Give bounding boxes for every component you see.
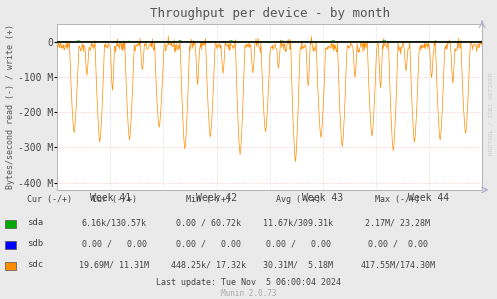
- Y-axis label: Bytes/second read (-) / write (+): Bytes/second read (-) / write (+): [6, 25, 15, 189]
- Text: 11.67k/309.31k: 11.67k/309.31k: [263, 218, 333, 227]
- Text: Cur (-/+): Cur (-/+): [27, 195, 73, 204]
- Text: sdb: sdb: [27, 239, 43, 248]
- Text: Cur (-/+): Cur (-/+): [92, 195, 137, 204]
- Text: Last update: Tue Nov  5 06:00:04 2024: Last update: Tue Nov 5 06:00:04 2024: [156, 278, 341, 287]
- Text: Max (-/+): Max (-/+): [375, 195, 420, 204]
- Text: 0.00 / 60.72k: 0.00 / 60.72k: [176, 218, 241, 227]
- Text: 19.69M/ 11.31M: 19.69M/ 11.31M: [80, 260, 149, 269]
- Text: Avg (-/+): Avg (-/+): [276, 195, 321, 204]
- Text: 417.55M/174.30M: 417.55M/174.30M: [360, 260, 435, 269]
- Text: 0.00 /   0.00: 0.00 / 0.00: [82, 239, 147, 248]
- Text: Munin 2.0.73: Munin 2.0.73: [221, 289, 276, 298]
- Text: sdc: sdc: [27, 260, 43, 269]
- Text: 0.00 /  0.00: 0.00 / 0.00: [368, 239, 427, 248]
- Text: 0.00 /   0.00: 0.00 / 0.00: [176, 239, 241, 248]
- Text: 6.16k/130.57k: 6.16k/130.57k: [82, 218, 147, 227]
- Title: Throughput per device - by month: Throughput per device - by month: [150, 7, 390, 20]
- Text: RRDTOOL / TOBI OETIKER: RRDTOOL / TOBI OETIKER: [489, 72, 494, 155]
- Text: 30.31M/  5.18M: 30.31M/ 5.18M: [263, 260, 333, 269]
- Text: sda: sda: [27, 218, 43, 227]
- Text: 448.25k/ 17.32k: 448.25k/ 17.32k: [171, 260, 246, 269]
- Text: 2.17M/ 23.28M: 2.17M/ 23.28M: [365, 218, 430, 227]
- Text: 0.00 /   0.00: 0.00 / 0.00: [266, 239, 331, 248]
- Text: Min (-/+): Min (-/+): [186, 195, 231, 204]
